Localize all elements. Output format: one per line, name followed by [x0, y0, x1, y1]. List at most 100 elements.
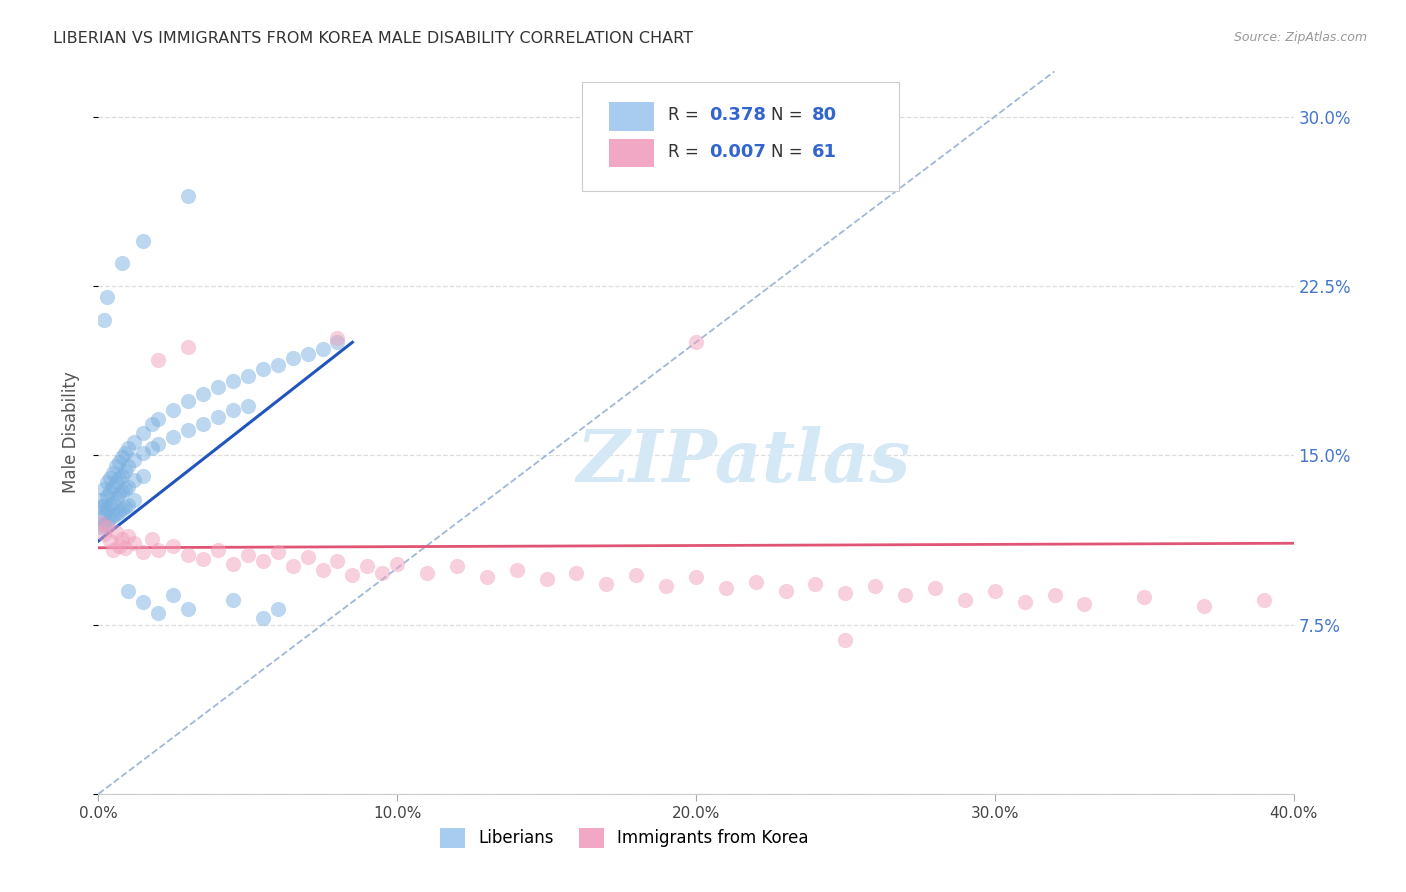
- Point: [98, 533, 122, 548]
- Point: [148, 412, 170, 426]
- Point: [117, 529, 139, 543]
- Point: [114, 446, 136, 460]
- Point: [894, 588, 917, 602]
- Point: [90, 493, 112, 508]
- Point: [281, 558, 304, 573]
- Point: [311, 563, 333, 577]
- Point: [191, 387, 214, 401]
- Point: [326, 335, 349, 350]
- Point: [177, 188, 200, 202]
- Point: [162, 430, 184, 444]
- Point: [416, 566, 439, 580]
- Point: [1133, 591, 1156, 605]
- Point: [281, 351, 304, 365]
- Point: [111, 502, 134, 516]
- Point: [114, 482, 136, 496]
- Text: 61: 61: [811, 143, 837, 161]
- Point: [108, 471, 131, 485]
- Point: [342, 567, 364, 582]
- Point: [236, 369, 259, 384]
- Point: [565, 566, 588, 580]
- Point: [117, 498, 139, 512]
- Point: [93, 482, 115, 496]
- Text: Source: ZipAtlas.com: Source: ZipAtlas.com: [1233, 31, 1367, 45]
- Point: [1253, 592, 1275, 607]
- Point: [93, 518, 115, 533]
- Point: [148, 353, 170, 368]
- Text: 0.007: 0.007: [709, 143, 766, 161]
- Point: [356, 558, 378, 573]
- Point: [98, 471, 122, 485]
- Point: [111, 450, 134, 465]
- Point: [132, 595, 155, 609]
- Point: [834, 633, 856, 648]
- Point: [98, 484, 122, 499]
- Point: [124, 493, 146, 508]
- Point: [96, 489, 118, 503]
- Point: [236, 548, 259, 562]
- Point: [90, 516, 112, 530]
- Point: [96, 516, 118, 530]
- Text: 0.378: 0.378: [709, 106, 766, 124]
- Point: [297, 549, 319, 564]
- Point: [714, 582, 737, 596]
- Point: [834, 586, 856, 600]
- Point: [117, 583, 139, 598]
- Point: [117, 442, 139, 456]
- Point: [111, 468, 134, 483]
- Point: [1073, 597, 1095, 611]
- Point: [148, 607, 170, 621]
- Point: [132, 425, 155, 440]
- Point: [177, 340, 200, 354]
- Point: [177, 423, 200, 437]
- Point: [191, 417, 214, 431]
- Text: LIBERIAN VS IMMIGRANTS FROM KOREA MALE DISABILITY CORRELATION CHART: LIBERIAN VS IMMIGRANTS FROM KOREA MALE D…: [53, 31, 693, 46]
- Point: [90, 520, 112, 534]
- Point: [105, 491, 128, 505]
- Point: [297, 346, 319, 360]
- Point: [148, 543, 170, 558]
- Point: [655, 579, 678, 593]
- Point: [371, 566, 394, 580]
- Point: [162, 588, 184, 602]
- Point: [177, 548, 200, 562]
- Point: [148, 437, 170, 451]
- Point: [252, 554, 274, 568]
- Point: [207, 380, 229, 394]
- Point: [775, 583, 797, 598]
- Point: [222, 557, 245, 571]
- Point: [103, 495, 125, 509]
- Point: [252, 611, 274, 625]
- Point: [93, 527, 115, 541]
- Point: [207, 409, 229, 424]
- FancyBboxPatch shape: [609, 138, 654, 168]
- Point: [103, 509, 125, 524]
- Point: [162, 403, 184, 417]
- Point: [98, 511, 122, 525]
- Point: [108, 455, 131, 469]
- Point: [93, 312, 115, 326]
- Point: [326, 554, 349, 568]
- Point: [98, 498, 122, 512]
- Point: [114, 500, 136, 515]
- Legend: Liberians, Immigrants from Korea: Liberians, Immigrants from Korea: [433, 822, 815, 855]
- Point: [124, 452, 146, 467]
- Point: [207, 543, 229, 558]
- Point: [141, 532, 163, 546]
- Point: [222, 374, 245, 388]
- Point: [93, 507, 115, 521]
- Point: [252, 362, 274, 376]
- Point: [117, 480, 139, 494]
- Point: [96, 475, 118, 490]
- Point: [236, 399, 259, 413]
- Point: [96, 290, 118, 304]
- Point: [1014, 595, 1036, 609]
- Point: [267, 545, 290, 559]
- Point: [1192, 599, 1215, 614]
- Point: [114, 464, 136, 478]
- Point: [924, 582, 946, 596]
- Point: [108, 505, 131, 519]
- Point: [141, 442, 163, 456]
- Point: [103, 543, 125, 558]
- Point: [865, 579, 887, 593]
